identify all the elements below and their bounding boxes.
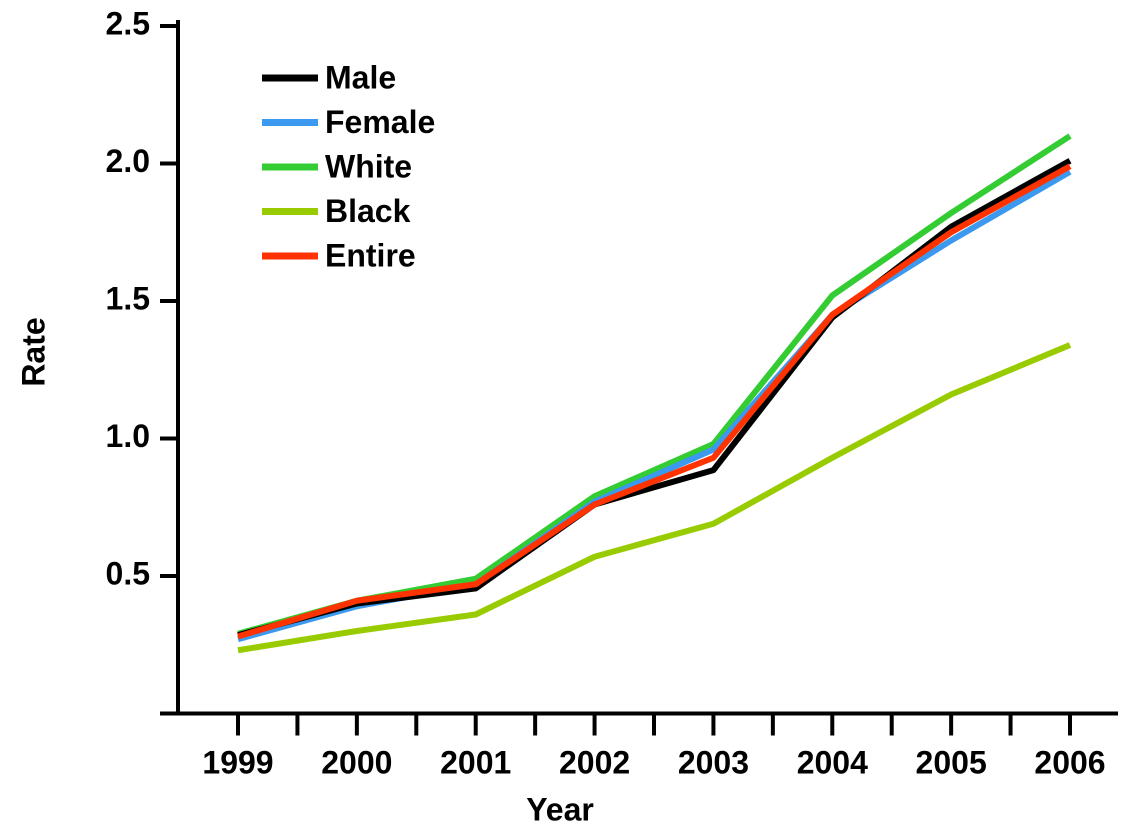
y-axis-label: Rate [15, 317, 51, 386]
legend-label: White [325, 148, 412, 184]
legend-label: Black [325, 193, 411, 229]
line-series [237, 342, 1072, 654]
y-tick-label: 1.5 [106, 280, 150, 316]
legend-label: Male [325, 59, 396, 95]
x-tick-label: 2001 [440, 744, 511, 780]
x-tick-label: 2005 [916, 744, 987, 780]
line-series [237, 163, 1072, 640]
y-tick-label: 1.0 [106, 418, 150, 454]
x-tick-label: 2000 [321, 744, 392, 780]
y-tick-label: 0.5 [106, 555, 150, 591]
y-tick-label: 2.5 [106, 5, 150, 41]
legend-label: Female [325, 104, 435, 140]
x-tick-label: 2003 [678, 744, 749, 780]
x-tick-label: 2004 [797, 744, 868, 780]
x-tick-label: 1999 [202, 744, 273, 780]
x-tick-label: 2002 [559, 744, 630, 780]
x-tick-label: 2006 [1034, 744, 1105, 780]
y-tick-label: 2.0 [106, 143, 150, 179]
x-axis-label: Year [526, 791, 594, 827]
legend-label: Entire [325, 237, 416, 273]
